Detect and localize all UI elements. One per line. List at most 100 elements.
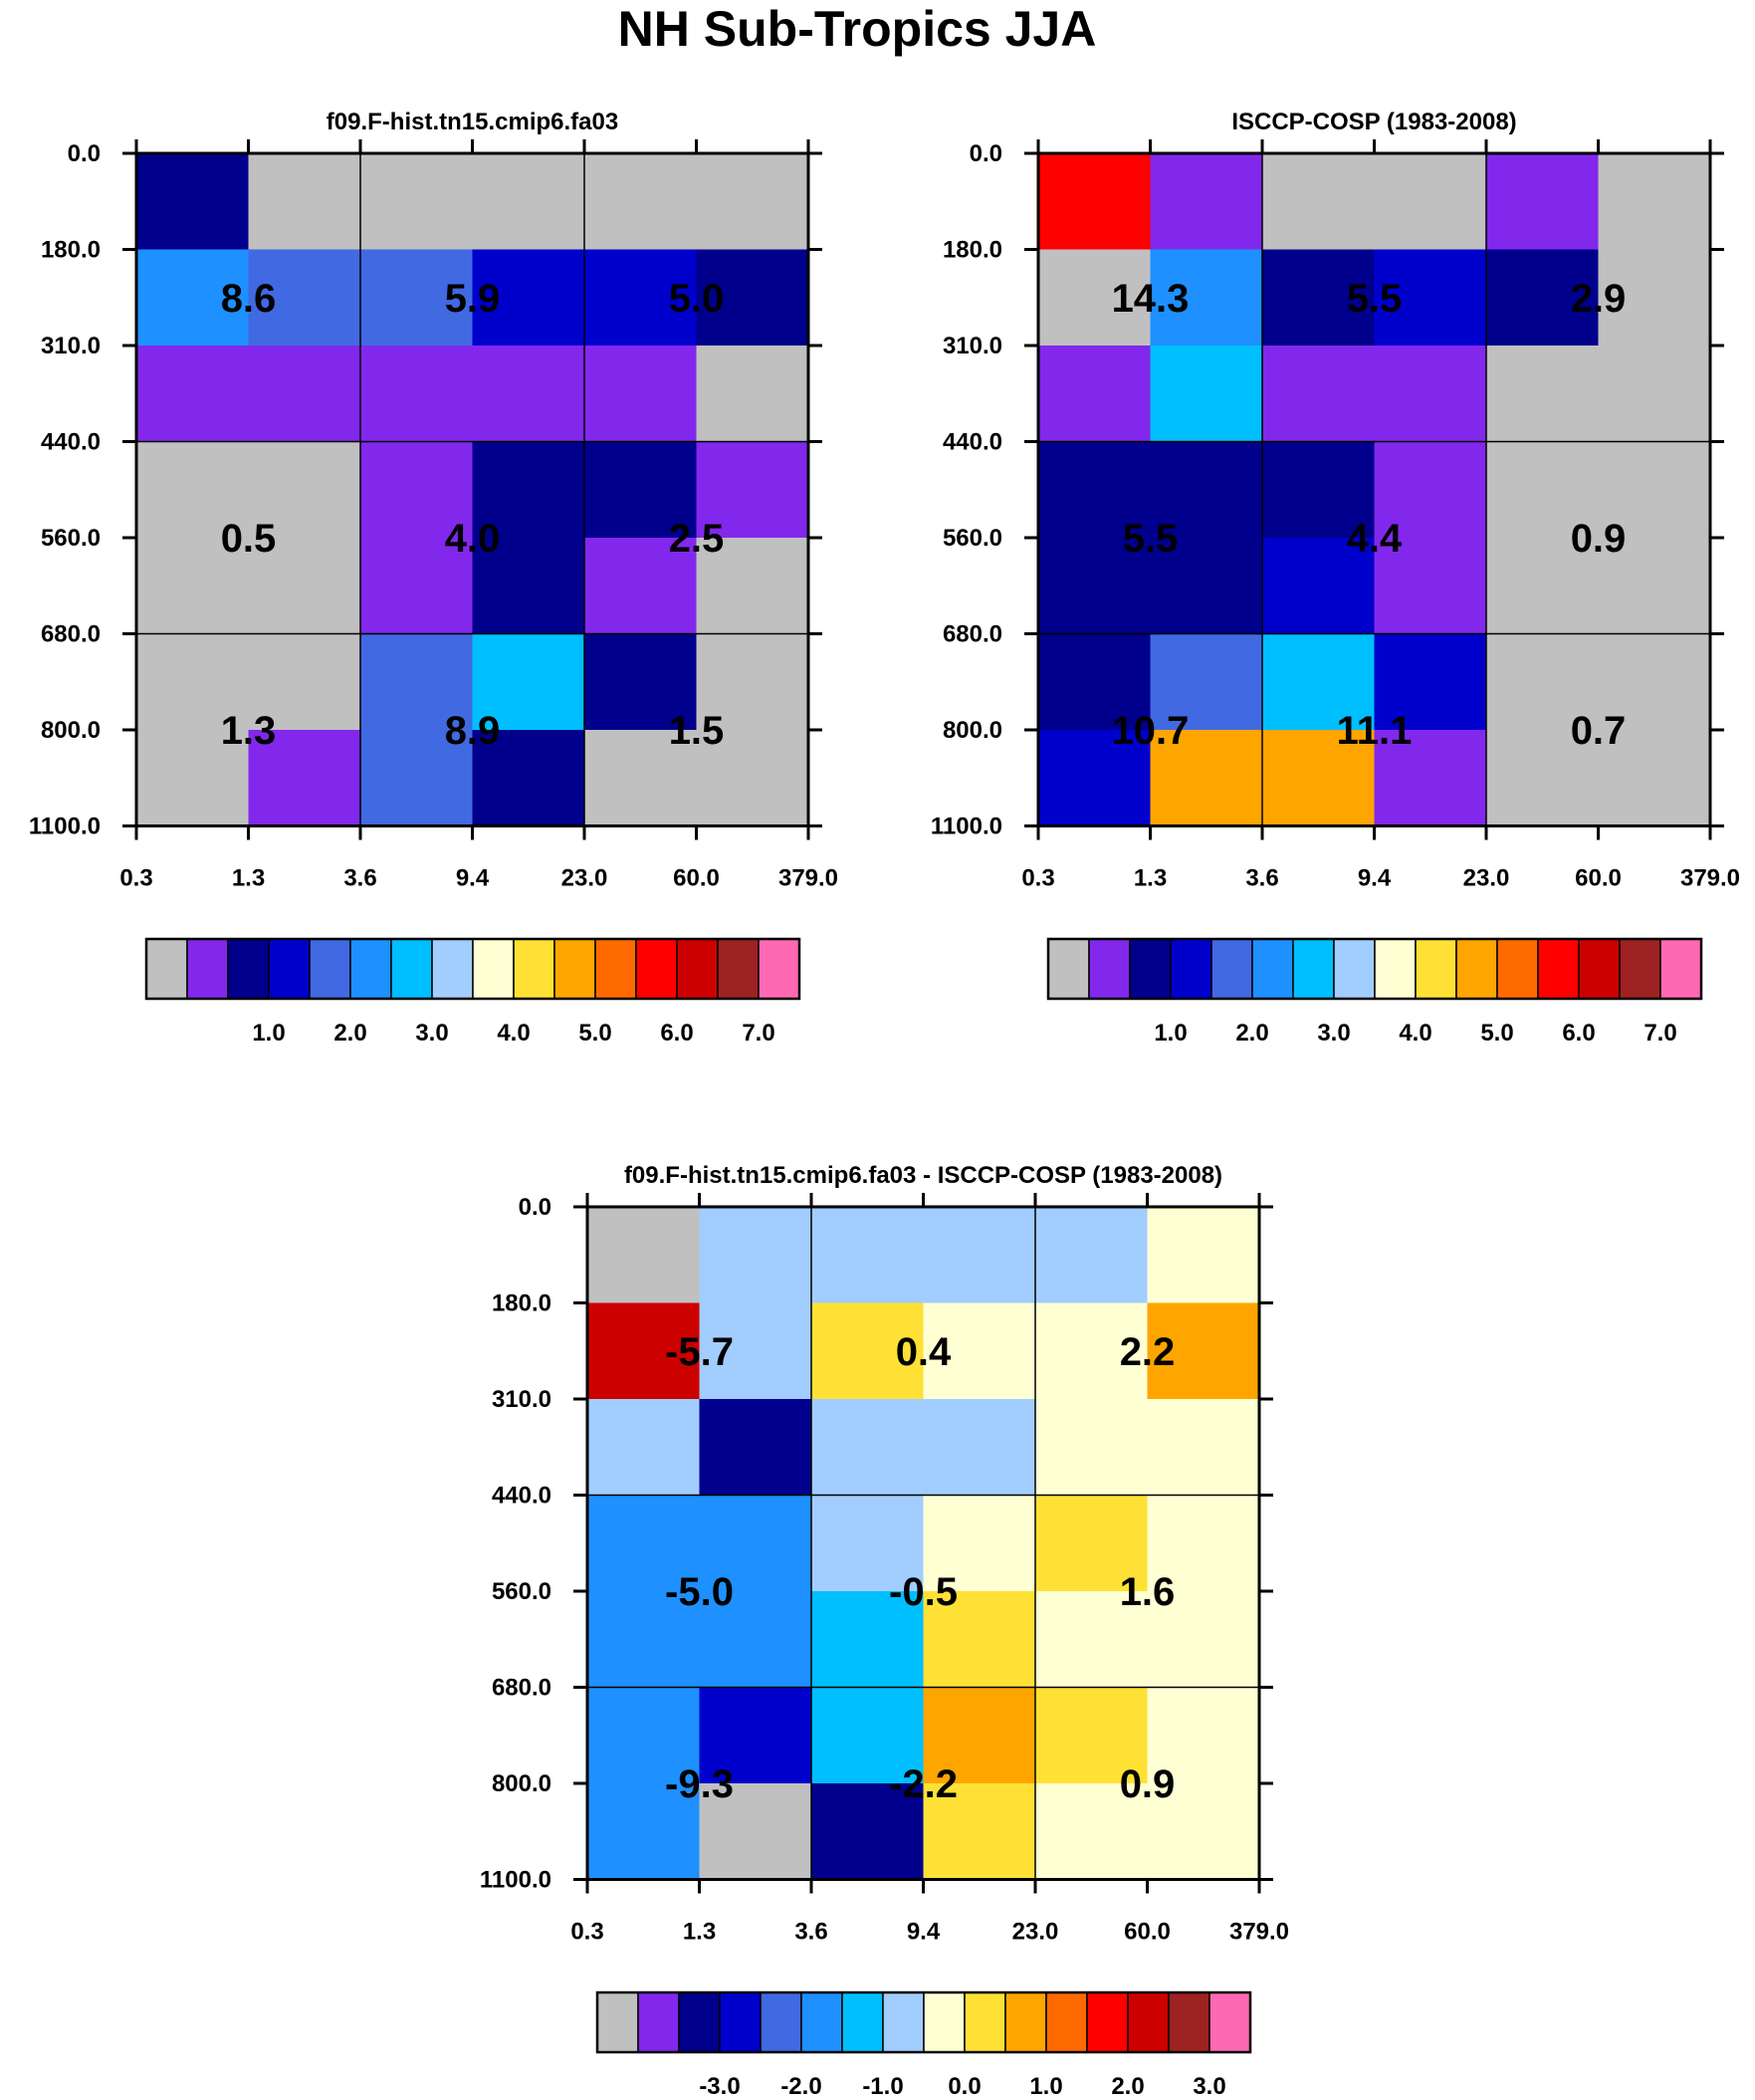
- y-tick-label: 310.0: [492, 1386, 551, 1413]
- heatmap-cell: [1038, 538, 1152, 635]
- heatmap-cell: [1374, 633, 1487, 731]
- heatmap-cell: [587, 1783, 701, 1881]
- heatmap-cell: [699, 1591, 812, 1689]
- heatmap-cell: [136, 441, 250, 539]
- heatmap-cell: [1486, 249, 1600, 347]
- heatmap-cell: [1150, 730, 1263, 827]
- y-tick-label: 560.0: [492, 1578, 551, 1605]
- heatmap-cell: [696, 441, 809, 539]
- heatmap-cell: [1262, 249, 1376, 347]
- group-value-label: -2.2: [889, 1762, 958, 1806]
- heatmap-cell: [472, 153, 585, 251]
- heatmap-cell: [248, 441, 361, 539]
- group-value-label: 1.5: [669, 709, 725, 753]
- x-tick-label: 60.0: [1124, 1919, 1171, 1946]
- colorbar-swatch: [1047, 938, 1090, 1000]
- colorbar-swatch: [1333, 938, 1376, 1000]
- colorbar-swatch: [717, 938, 760, 1000]
- colorbar-swatch: [1251, 938, 1294, 1000]
- heatmap-cell: [1035, 1399, 1149, 1497]
- colorbar-swatch: [1129, 938, 1172, 1000]
- group-value-label: 2.5: [669, 517, 725, 561]
- colorbar-label: 2.0: [333, 1020, 366, 1047]
- group-value-label: -9.3: [665, 1762, 734, 1806]
- heatmap-cell: [136, 249, 250, 347]
- heatmap-cell: [1150, 538, 1263, 635]
- heatmap-cell: [1598, 249, 1711, 347]
- colorbar-swatch: [637, 1991, 680, 2053]
- colorbar-swatch: [309, 938, 351, 1000]
- heatmap-cell: [1374, 346, 1487, 443]
- colorbar-swatch: [1415, 938, 1457, 1000]
- heatmap-cell: [136, 730, 250, 827]
- colorbar-swatch: [349, 938, 392, 1000]
- heatmap-cell: [1598, 441, 1711, 539]
- x-tick-label: 1.3: [683, 1919, 716, 1946]
- group-value-label: 4.4: [1347, 517, 1403, 561]
- x-tick-label: 3.6: [794, 1919, 827, 1946]
- heatmap-cell: [696, 633, 809, 731]
- heatmap-cell: [472, 441, 585, 539]
- colorbar-label: 5.0: [578, 1020, 611, 1047]
- x-tick-label: 3.6: [1245, 865, 1278, 892]
- x-tick-label: 1.3: [1134, 865, 1167, 892]
- heatmap-cell: [1262, 346, 1376, 443]
- heatmap-cell: [696, 346, 809, 443]
- colorbar-label: 1.0: [252, 1020, 285, 1047]
- heatmap-cell: [811, 1399, 925, 1497]
- heatmap-cell: [923, 1302, 1036, 1400]
- heatmap-cell: [1598, 538, 1711, 635]
- colorbar-label: 3.0: [1317, 1020, 1350, 1047]
- heatmap-cell: [587, 1302, 701, 1400]
- heatmap-cell: [699, 1495, 812, 1592]
- colorbar-label: 4.0: [497, 1020, 530, 1047]
- group-value-label: 11.1: [1337, 709, 1413, 753]
- heatmap-cell: [1486, 538, 1600, 635]
- group-value-label: 1.3: [221, 709, 277, 753]
- x-tick-label: 0.3: [1021, 865, 1054, 892]
- heatmap-cell: [587, 1207, 701, 1304]
- colorbar-swatch: [882, 1991, 925, 2053]
- colorbar-swatch: [964, 1991, 1006, 2053]
- colorbar-label: 5.0: [1480, 1020, 1513, 1047]
- colorbar-swatch: [676, 938, 719, 1000]
- heatmap-cell: [1038, 441, 1152, 539]
- group-value-label: 0.9: [1571, 517, 1627, 561]
- heatmap-cell: [1598, 730, 1711, 827]
- y-tick-label: 800.0: [41, 717, 101, 744]
- heatmap-cell: [923, 1207, 1036, 1304]
- heatmap-cell: [923, 1399, 1036, 1497]
- heatmap-cell: [248, 249, 361, 347]
- heatmap-cell: [1486, 153, 1600, 251]
- group-value-label: 14.3: [1112, 277, 1190, 321]
- colorbar-label: 1.0: [1029, 2073, 1062, 2100]
- colorbar-swatch: [1537, 938, 1580, 1000]
- x-tick-label: 23.0: [561, 865, 608, 892]
- colorbar-frame: [144, 937, 801, 1001]
- x-tick-label: 0.3: [570, 1919, 603, 1946]
- group-value-label: 5.0: [669, 277, 725, 321]
- colorbar-swatch: [1045, 1991, 1088, 2053]
- heatmap-cell: [1150, 249, 1263, 347]
- heatmap-cell: [696, 730, 809, 827]
- heatmap-cell: [1035, 1207, 1149, 1304]
- heatmap-cell: [699, 1783, 812, 1881]
- panel-title: f09.F-hist.tn15.cmip6.fa03: [327, 109, 618, 135]
- heatmap-cell: [248, 538, 361, 635]
- y-tick-label: 1100.0: [931, 814, 1002, 840]
- heatmap-cell: [136, 633, 250, 731]
- heatmap-cell: [1038, 730, 1152, 827]
- heatmap-cell: [1035, 1783, 1149, 1881]
- y-tick-label: 180.0: [943, 237, 1002, 264]
- group-value-label: 1.6: [1120, 1570, 1176, 1614]
- colorbar-swatch: [227, 938, 270, 1000]
- group-value-label: 5.9: [445, 277, 501, 321]
- heatmap-cell: [472, 249, 585, 347]
- colorbar-swatch: [758, 938, 800, 1000]
- x-tick-label: 379.0: [778, 865, 838, 892]
- x-tick-label: 9.4: [1358, 865, 1392, 892]
- colorbar-swatch: [186, 938, 229, 1000]
- colorbar-swatch: [1578, 938, 1621, 1000]
- y-tick-label: 440.0: [492, 1483, 551, 1510]
